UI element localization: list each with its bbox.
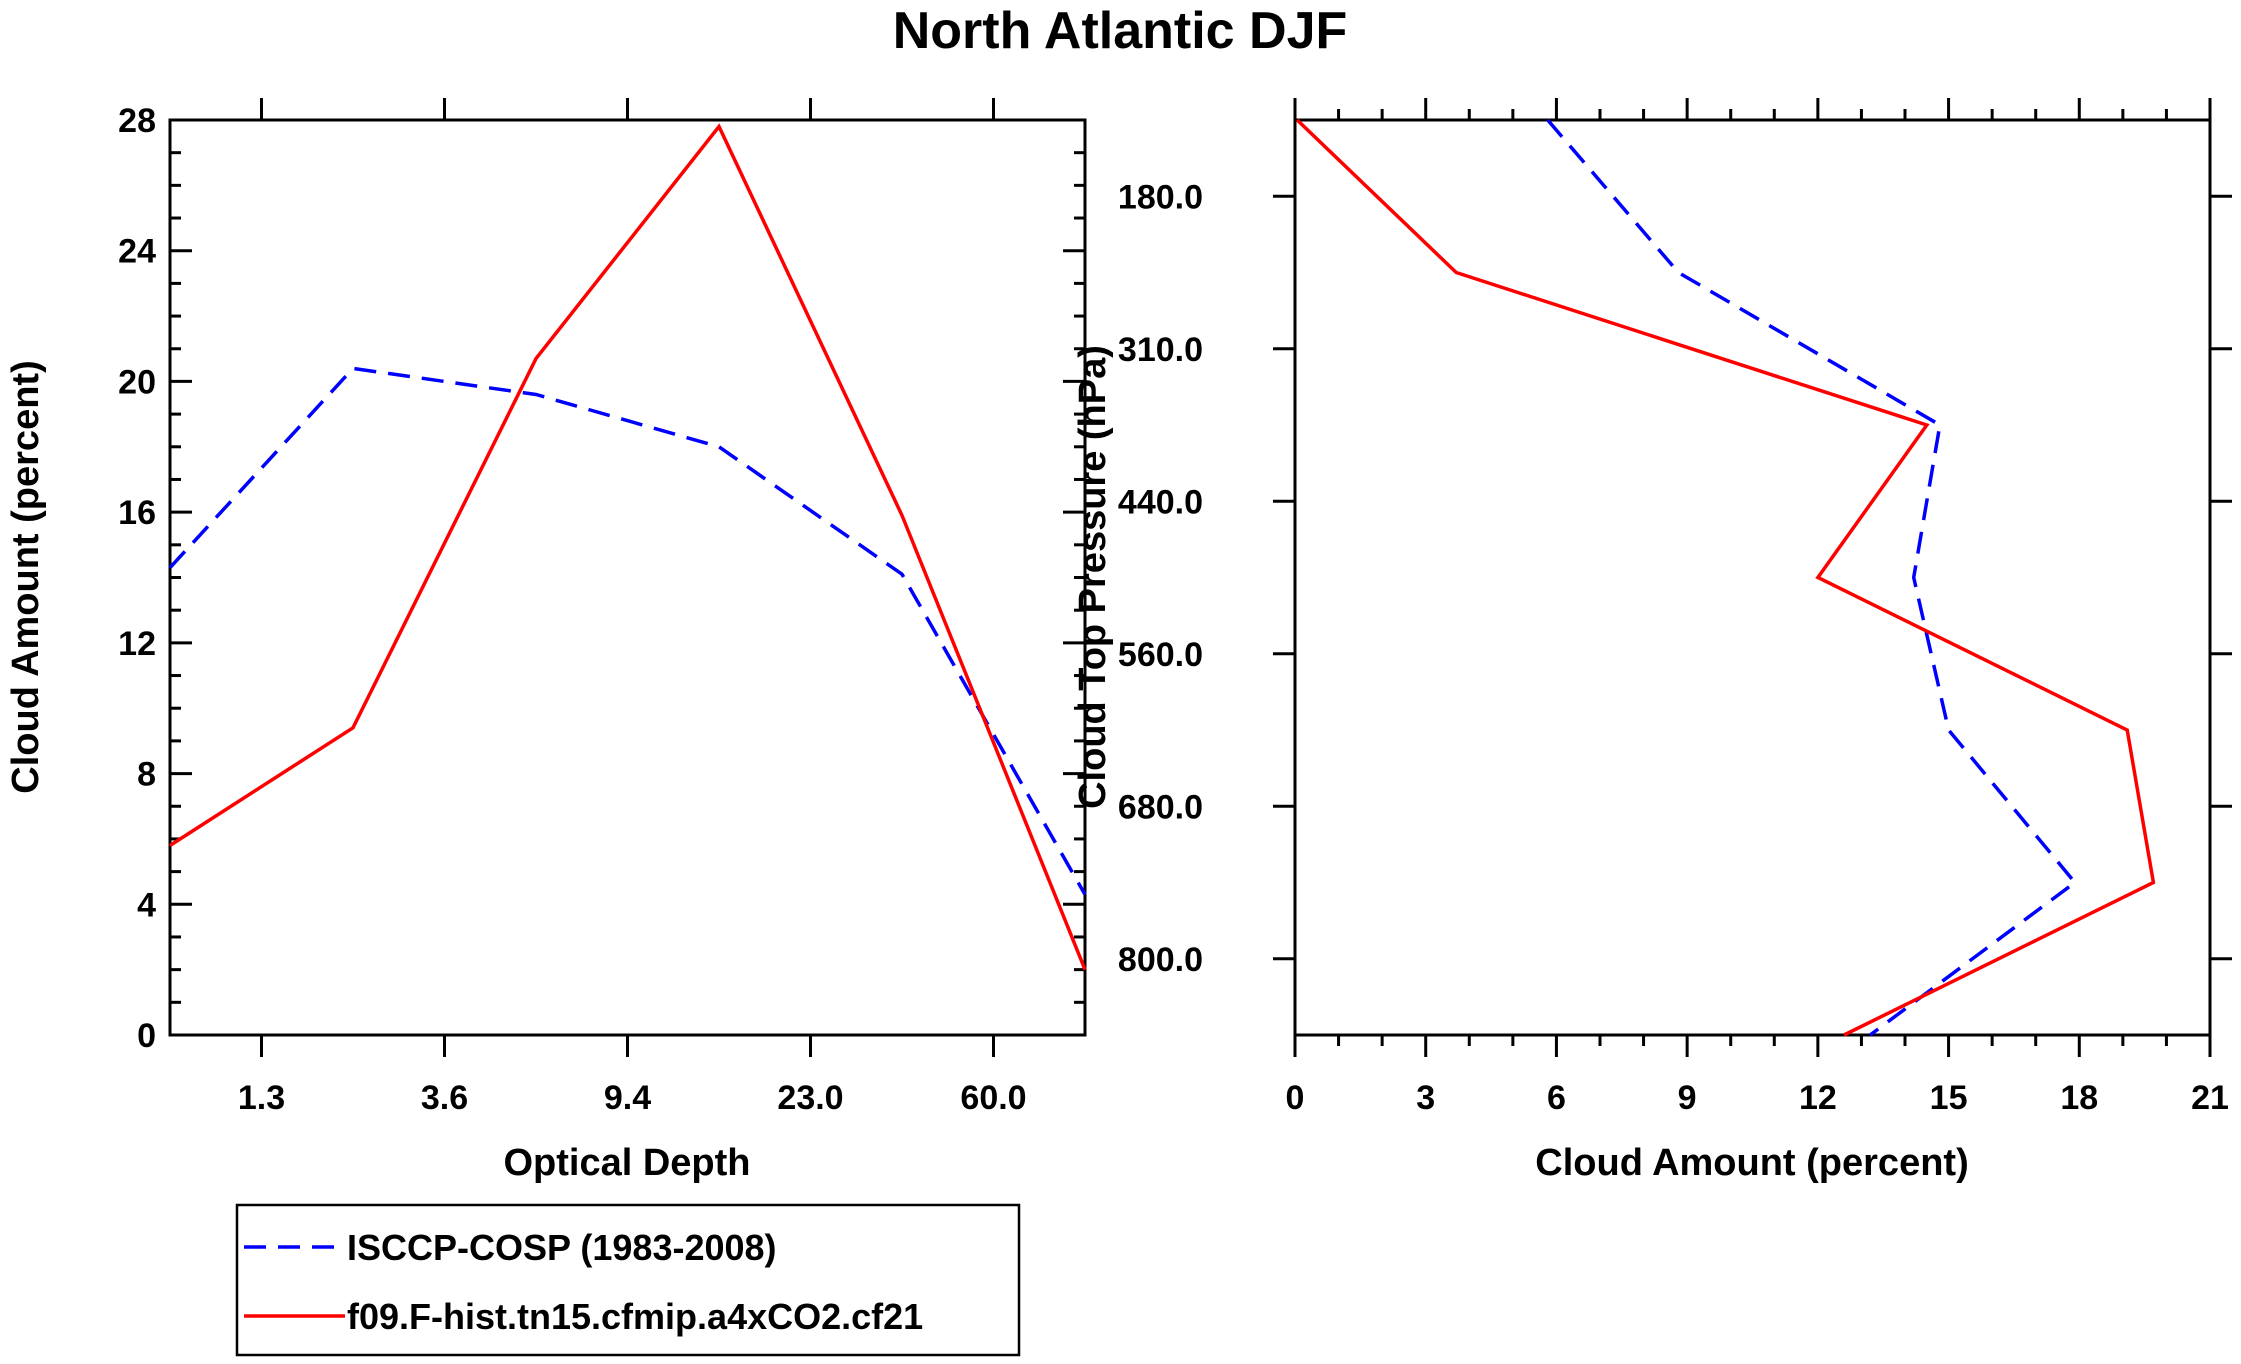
right-y-tick-label: 180.0 (1118, 178, 1203, 216)
left-series-line-model (169, 123, 1087, 971)
right-x-tick-label: 18 (2060, 1079, 2098, 1117)
legend-label-obs: ISCCP-COSP (1983-2008) (347, 1227, 777, 1268)
legend: ISCCP-COSP (1983-2008) f09.F-hist.tn15.c… (235, 1203, 1021, 1357)
left-y-tick-label: 28 (118, 102, 156, 140)
right-x-tick-label: 0 (1286, 1079, 1305, 1117)
right-y-tick-label: 680.0 (1118, 788, 1203, 826)
right-plot-frame (1293, 118, 2212, 1037)
right-x-tick-label: 21 (2191, 1079, 2229, 1117)
left-plot-frame (168, 118, 1087, 1037)
left-series-group (168, 123, 1087, 971)
left-x-tick-label: 9.4 (604, 1079, 651, 1117)
left-series-line-obs (168, 366, 1087, 896)
left-y-tick-label: 20 (118, 363, 156, 401)
left-y-tick-label: 12 (118, 625, 156, 663)
right-series-group (1295, 118, 2156, 1037)
right-x-tick-label: 6 (1547, 1079, 1566, 1117)
right-x-axis-label: Cloud Amount (percent) (1535, 1142, 1968, 1184)
left-x-axis-label: Optical Depth (503, 1142, 750, 1184)
right-x-tick-label: 9 (1678, 1079, 1697, 1117)
left-y-tick-label: 24 (118, 233, 156, 271)
left-x-tick-label: 1.3 (238, 1079, 285, 1117)
panel-cloud-top-pressure: 0 3 6 9 12 15 18 21 180.0 310.0 440.0 560.0 680.0 800… (1072, 98, 2232, 1184)
left-y-axis-label: Cloud Amount (percent) (5, 360, 47, 793)
legend-box (235, 1203, 1021, 1357)
right-y-tick-label: 440.0 (1118, 483, 1203, 521)
left-x-tick-label: 60.0 (960, 1079, 1026, 1117)
right-y-axis-label: Cloud Top Pressure (hPa) (1072, 345, 1114, 809)
right-series-line-obs (1546, 118, 2078, 1037)
left-x-tick-label: 3.6 (421, 1079, 468, 1117)
right-x-tick-label: 15 (1930, 1079, 1968, 1117)
right-axis-ticks: 0 3 6 9 12 15 18 21 180.0 310.0 440.0 560.0 680.0 800… (1118, 98, 2232, 1117)
right-y-tick-label: 560.0 (1118, 636, 1203, 674)
left-y-tick-label: 4 (137, 886, 156, 924)
right-y-tick-label: 800.0 (1118, 941, 1203, 979)
left-axis-ticks: 0 4 8 12 16 20 24 28 1.3 3.6 9.4 23.0 60.0 (118, 98, 1085, 1117)
right-y-tick-label: 310.0 (1118, 331, 1203, 369)
right-x-tick-label: 3 (1416, 1079, 1435, 1117)
right-x-tick-label: 12 (1799, 1079, 1837, 1117)
left-y-tick-label: 16 (118, 494, 156, 532)
left-y-tick-label: 8 (137, 756, 156, 794)
right-series-line-model (1295, 118, 2156, 1037)
legend-label-model: f09.F-hist.tn15.cfmip.a4xCO2.cf21 (347, 1296, 923, 1337)
chart-title: North Atlantic DJF (893, 2, 1348, 60)
left-x-tick-label: 23.0 (777, 1079, 843, 1117)
left-y-tick-label: 0 (137, 1017, 156, 1055)
panel-optical-depth: 0 4 8 12 16 20 24 28 1.3 3.6 9.4 23.0 60.0 Cloud Amo… (5, 98, 1087, 1184)
